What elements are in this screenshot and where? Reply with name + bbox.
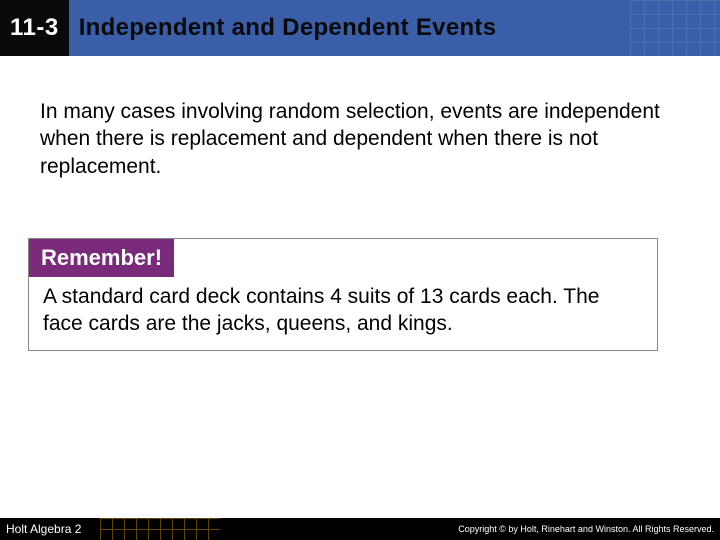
slide-header: 11-3 Independent and Dependent Events xyxy=(0,0,720,56)
footer-grid-decoration xyxy=(100,518,220,540)
header-grid-decoration xyxy=(630,0,720,56)
slide-title: Independent and Dependent Events xyxy=(79,14,497,42)
callout-label: Remember! xyxy=(29,239,174,277)
book-title: Holt Algebra 2 xyxy=(6,522,81,536)
section-number-badge: 11-3 xyxy=(0,0,69,56)
body-paragraph: In many cases involving random selection… xyxy=(40,98,660,180)
callout-text: A standard card deck contains 4 suits of… xyxy=(29,277,657,350)
copyright-text: Copyright © by Holt, Rinehart and Winsto… xyxy=(458,524,714,534)
section-number: 11-3 xyxy=(10,14,59,42)
remember-callout: Remember! A standard card deck contains … xyxy=(28,238,658,351)
slide-footer: Holt Algebra 2 Copyright © by Holt, Rine… xyxy=(0,518,720,540)
